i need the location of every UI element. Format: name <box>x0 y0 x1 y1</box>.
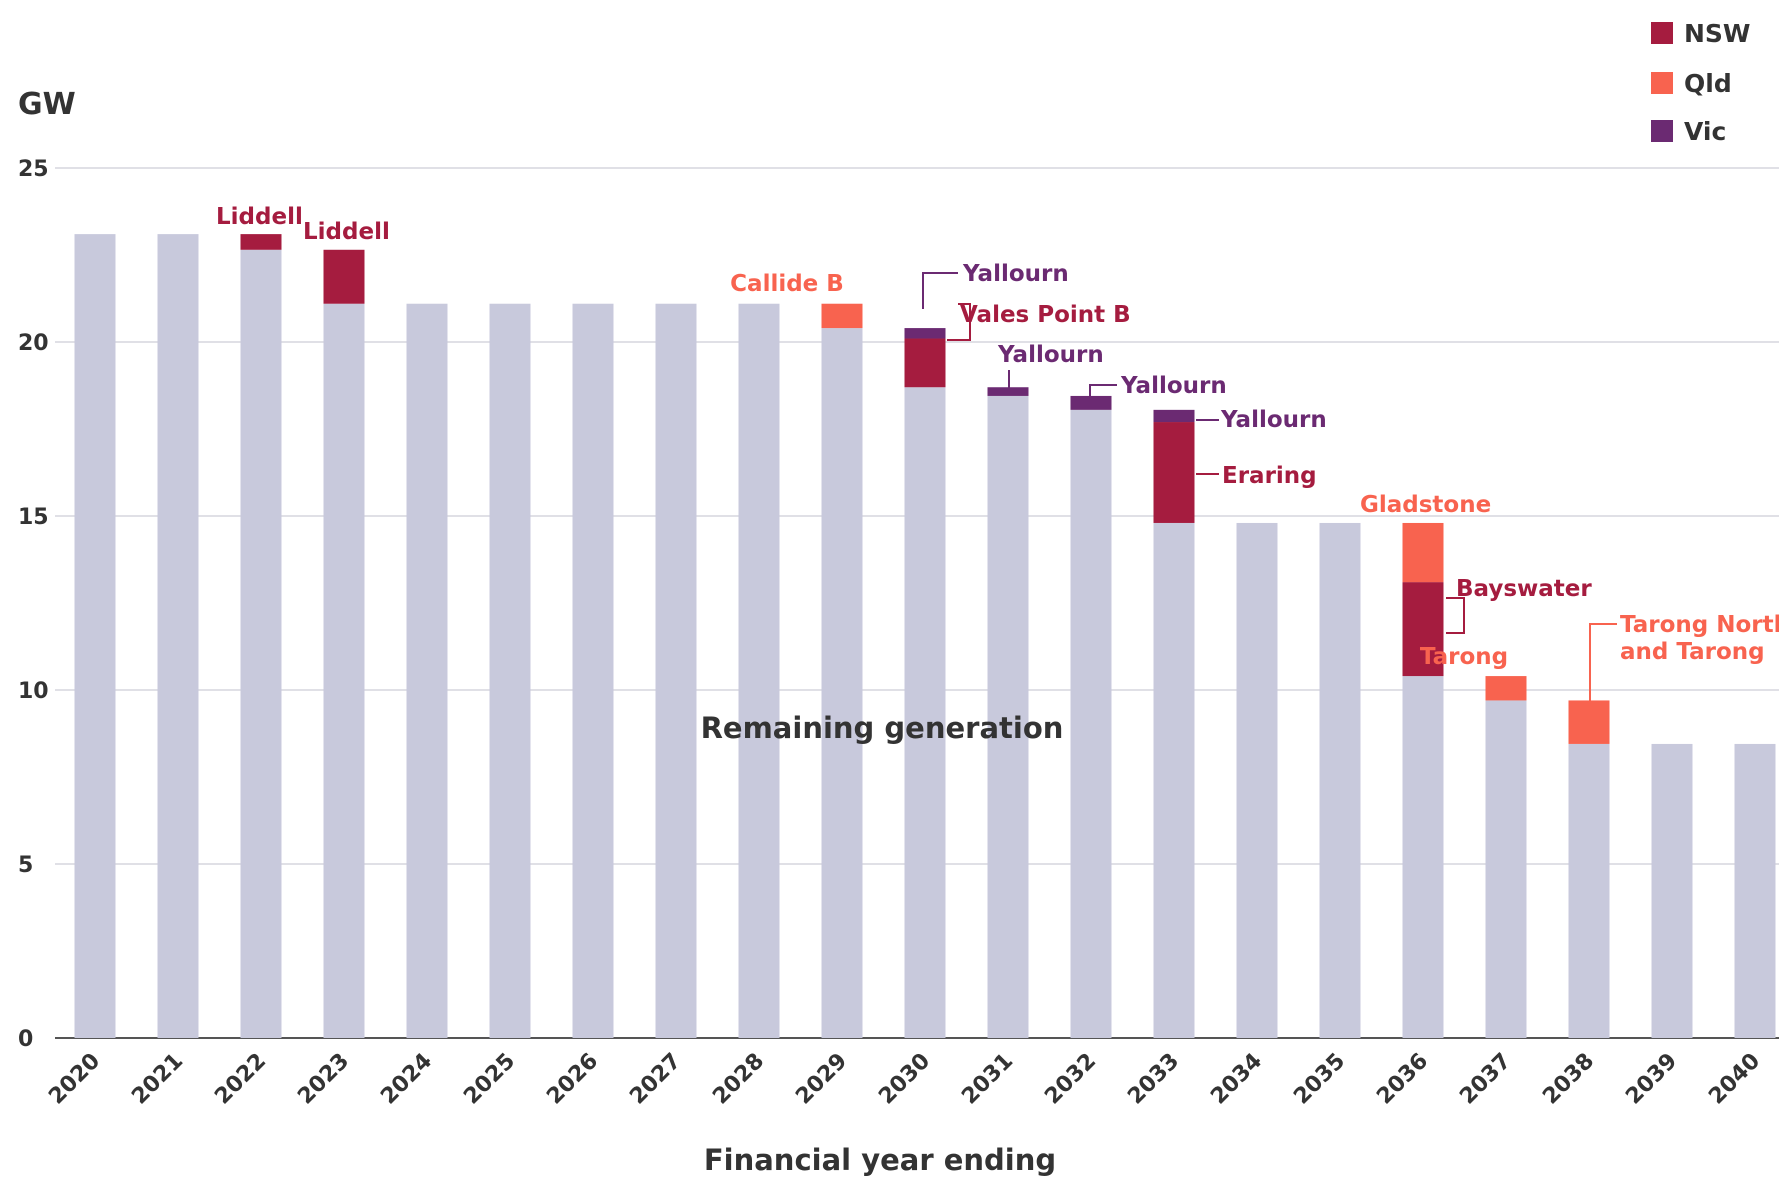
remaining-generation-label: Remaining generation <box>701 711 1064 745</box>
bar-remaining-2025 <box>489 303 531 1039</box>
legend: NSW Qld Vic <box>1651 19 1751 146</box>
bar-remaining-2038 <box>1568 743 1610 1038</box>
x-tick-label: 2035 <box>1289 1049 1350 1110</box>
bar-segment-vic-2032 <box>1070 395 1112 410</box>
bar-segment-nsw-2033 <box>1153 422 1195 523</box>
x-axis-ticks: 2020 2021 2022 2023 2024 2025 2026 2027 2028 2029… <box>44 1049 1765 1110</box>
x-tick-label: 2021 <box>127 1049 188 1110</box>
leader-line <box>1089 384 1117 400</box>
x-tick-label: 2020 <box>44 1049 105 1110</box>
bar-remaining-2036 <box>1402 676 1444 1038</box>
x-tick-label: 2024 <box>376 1049 437 1110</box>
y-tick-label: 10 <box>18 679 49 704</box>
bar-segment-qld-2029 <box>821 303 863 329</box>
annotation-callide-b: Callide B <box>730 271 844 297</box>
bar-segment-nsw-2030 <box>904 338 946 388</box>
bar-segment-qld-2036 <box>1402 522 1444 583</box>
bar-remaining-2031 <box>987 395 1029 1038</box>
legend-swatch-nsw <box>1651 22 1673 44</box>
annotation-yallourn: Yallourn <box>1220 407 1327 433</box>
bar-remaining-2034 <box>1236 522 1278 1038</box>
bar-remaining-2039 <box>1651 743 1693 1038</box>
annotation-bayswater: Bayswater <box>1456 576 1592 602</box>
bar-remaining-2028 <box>738 303 780 1039</box>
legend-swatch-vic <box>1651 120 1673 142</box>
bar-remaining-2033 <box>1153 522 1195 1038</box>
annotation-liddell: Liddell <box>303 219 390 245</box>
bar-segment-nsw-2036 <box>1402 582 1444 677</box>
bar-remaining-2032 <box>1070 409 1112 1038</box>
bar-segment-vic-2031 <box>987 387 1029 396</box>
leader-line <box>922 272 958 309</box>
x-tick-label: 2031 <box>957 1049 1018 1110</box>
x-tick-label: 2040 <box>1704 1049 1765 1110</box>
x-tick-label: 2034 <box>1206 1049 1267 1110</box>
y-tick-label: 0 <box>18 1027 33 1052</box>
annotation-vales-point-b: Vales Point B <box>960 302 1131 328</box>
y-axis-unit-label: GW <box>18 87 76 122</box>
bar-remaining-2037 <box>1485 700 1527 1038</box>
x-tick-label: 2032 <box>1040 1049 1101 1110</box>
bar-remaining-2024 <box>406 303 448 1039</box>
bar-segment-nsw-2022 <box>240 234 282 250</box>
bar-remaining-2030 <box>904 387 946 1038</box>
annotation-liddell: Liddell <box>216 204 303 230</box>
legend-label-qld: Qld <box>1684 69 1732 98</box>
bar-remaining-2040 <box>1734 743 1776 1038</box>
legend-label-vic: Vic <box>1684 117 1726 146</box>
bar-segment-qld-2037 <box>1485 676 1527 701</box>
bar-remaining-2027 <box>655 303 697 1039</box>
bar-remaining-2022 <box>240 249 282 1038</box>
bar-remaining-2029 <box>821 328 863 1039</box>
annotation-yallourn: Yallourn <box>962 261 1069 287</box>
x-tick-label: 2039 <box>1621 1049 1682 1110</box>
y-tick-label: 5 <box>18 853 33 878</box>
y-tick-label: 25 <box>18 157 49 182</box>
x-tick-label: 2023 <box>293 1049 354 1110</box>
bar-segment-qld-2038 <box>1568 700 1610 744</box>
bar-remaining-2026 <box>572 303 614 1039</box>
leader-line <box>1446 597 1465 634</box>
x-tick-label: 2026 <box>542 1049 603 1110</box>
x-tick-label: 2033 <box>1123 1049 1184 1110</box>
bar-remaining-2035 <box>1319 522 1361 1038</box>
bar-remaining-2020 <box>74 234 116 1038</box>
leader-line <box>1589 623 1617 703</box>
x-tick-label: 2028 <box>708 1049 769 1110</box>
x-axis-title: Financial year ending <box>704 1143 1056 1177</box>
x-tick-label: 2036 <box>1372 1049 1433 1110</box>
leader-line <box>947 303 971 341</box>
bar-segment-vic-2033 <box>1153 409 1195 423</box>
x-tick-label: 2027 <box>625 1049 686 1110</box>
annotation-leader-lines <box>922 272 1617 703</box>
x-tick-label: 2038 <box>1538 1049 1599 1110</box>
bar-segment-nsw-2023 <box>323 249 365 304</box>
x-tick-label: 2037 <box>1455 1049 1516 1110</box>
annotation-and-tarong: and Tarong <box>1620 639 1765 665</box>
y-axis-ticks: 0 5 10 15 20 25 <box>18 157 49 1052</box>
annotation-tarong-north: Tarong North <box>1620 612 1779 638</box>
y-tick-label: 15 <box>18 505 49 530</box>
x-tick-label: 2022 <box>210 1049 271 1110</box>
x-tick-label: 2030 <box>874 1049 935 1110</box>
bar-segment-vic-2030 <box>904 328 946 339</box>
annotation-yallourn: Yallourn <box>1120 373 1227 399</box>
x-tick-label: 2025 <box>459 1049 520 1110</box>
x-tick-label: 2029 <box>791 1049 852 1110</box>
legend-label-nsw: NSW <box>1684 19 1751 48</box>
bar-remaining-2023 <box>323 303 365 1039</box>
legend-swatch-qld <box>1651 72 1673 94</box>
y-tick-label: 20 <box>18 331 49 356</box>
annotation-tarong: Tarong <box>1420 644 1508 670</box>
bar-remaining-2021 <box>157 234 199 1038</box>
annotation-gladstone: Gladstone <box>1360 492 1491 518</box>
bars <box>74 234 1776 1039</box>
annotation-yallourn: Yallourn <box>997 342 1104 368</box>
annotation-eraring: Eraring <box>1222 463 1317 489</box>
